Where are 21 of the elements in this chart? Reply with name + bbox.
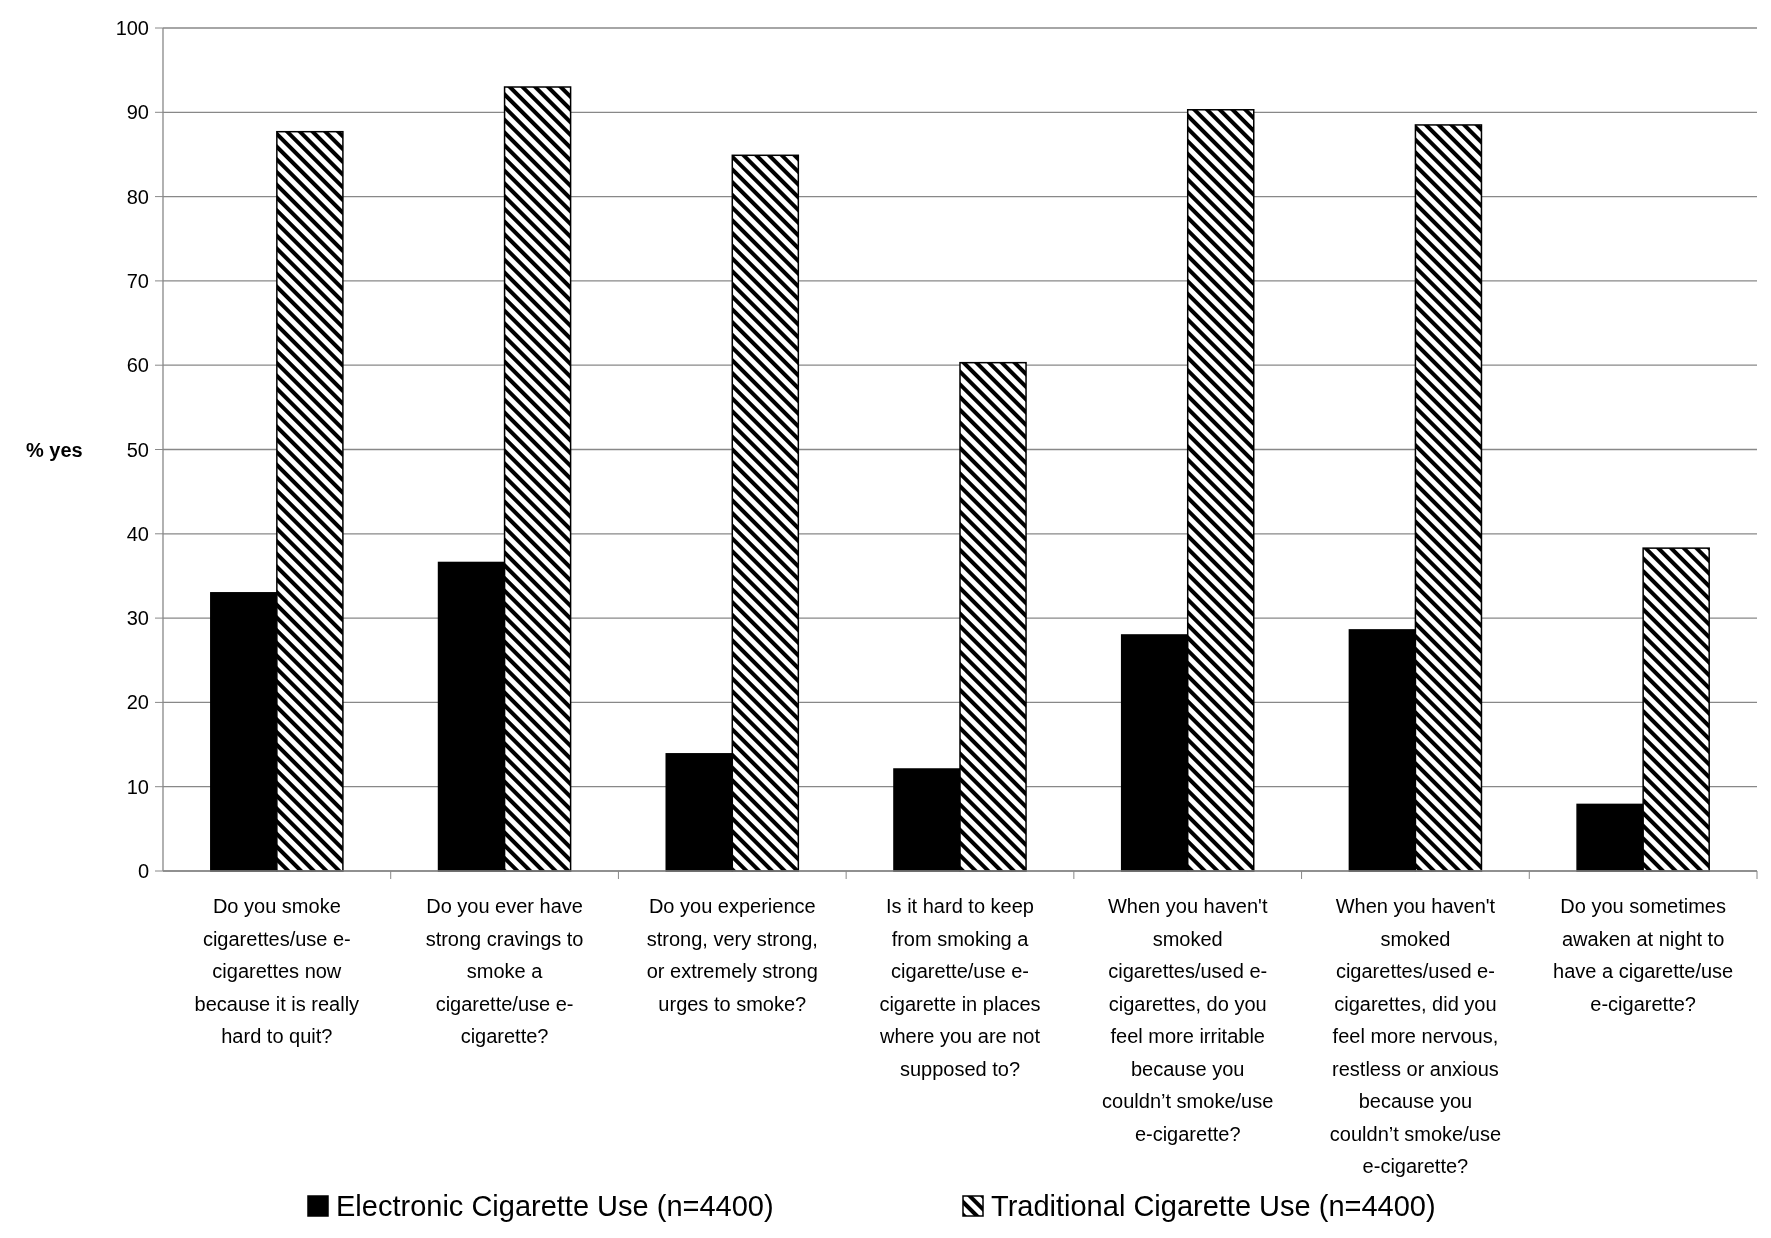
- x-tick-label: When you haven't smoked cigarettes/used e- cigarettes, do you feel more irritable because you couldn’t smoke/use e-cigarette?: [1102, 895, 1274, 1145]
- y-tick-label: 20: [126, 691, 149, 714]
- x-tick-label: Do you experience strong, very strong, or extremely strong urges to smoke?: [646, 895, 818, 1015]
- x-tick-label: Do you ever have strong cravings to smoke a cigarette/use e- cigarette?: [425, 895, 584, 1047]
- y-tick-label: 0: [137, 860, 149, 882]
- legend-label: Traditional Cigarette Use (n=4400): [991, 1190, 1436, 1222]
- y-tick-label: 50: [126, 438, 149, 461]
- x-tick-label: Do you sometimes awaken at night to have a cigarette/use e-cigarette?: [1553, 895, 1734, 1015]
- y-tick-label: 60: [126, 354, 149, 377]
- y-tick-label: 30: [126, 607, 149, 630]
- legend-label: Electronic Cigarette Use (n=4400): [336, 1190, 774, 1222]
- y-tick-label: 80: [126, 185, 149, 208]
- y-tick-label: 70: [126, 269, 149, 292]
- y-tick-label: 10: [126, 775, 149, 798]
- y-tick-label: 100: [115, 17, 149, 39]
- category-label: When you haven't smoked cigarettes/used e- cigarettes, did you feel more nervous, restless or anxious because you couldn’t smoke/use e-cigarette?: [1329, 895, 1502, 1177]
- y-tick-label: 40: [126, 522, 149, 545]
- y-axis-title: % yes: [26, 438, 83, 461]
- x-tick-label: Is it hard to keep from smoking a cigarette/use e- cigarette in places where you are not supposed to?: [878, 895, 1041, 1080]
- x-tick-label: Do you smoke cigarettes/use e- cigarettes now because it is really hard to quit?: [194, 895, 360, 1047]
- y-tick-label: 90: [126, 101, 149, 124]
